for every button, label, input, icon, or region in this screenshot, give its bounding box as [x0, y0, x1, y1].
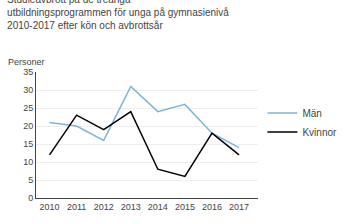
svg-text:Studieavbrott på de treårigaut: Studieavbrott på de treårigautbildningsp… — [7, 0, 229, 31]
svg-text:30: 30 — [23, 85, 33, 95]
svg-text:2012: 2012 — [94, 202, 114, 212]
svg-text:2010: 2010 — [40, 202, 60, 212]
svg-text:2011: 2011 — [67, 202, 86, 212]
svg-text:25: 25 — [23, 103, 33, 113]
svg-text:Kvinnor: Kvinnor — [302, 127, 337, 138]
svg-text:15: 15 — [23, 139, 33, 149]
svg-text:20: 20 — [23, 121, 33, 131]
svg-text:2014: 2014 — [148, 202, 168, 212]
svg-text:2016: 2016 — [202, 202, 222, 212]
svg-text:10: 10 — [23, 157, 33, 167]
svg-text:Personer: Personer — [8, 57, 45, 67]
svg-text:2017: 2017 — [229, 202, 249, 212]
svg-text:35: 35 — [23, 67, 33, 77]
svg-text:2015: 2015 — [175, 202, 195, 212]
svg-text:Män: Män — [302, 108, 321, 119]
svg-text:5: 5 — [28, 175, 33, 185]
svg-text:0: 0 — [28, 193, 33, 203]
svg-text:2013: 2013 — [121, 202, 141, 212]
